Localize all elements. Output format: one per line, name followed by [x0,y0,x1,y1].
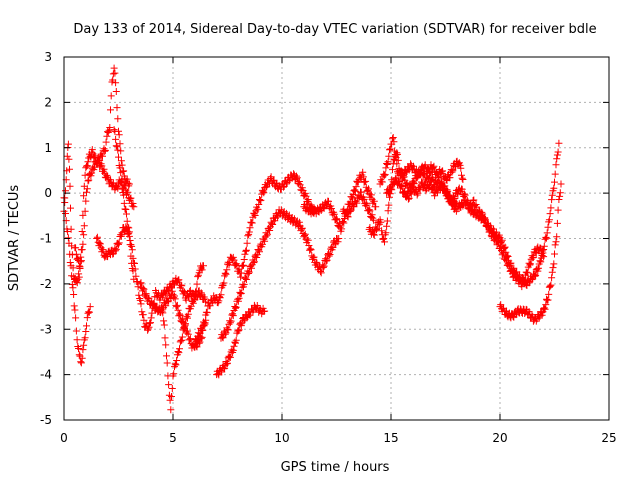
marker-path [191,170,319,351]
data-markers [60,64,565,414]
chart-title: Day 133 of 2014, Sidereal Day-to-day VTE… [73,22,596,37]
y-axis-label: SDTVAR / TECUs [7,185,22,292]
y-tick-label: 1 [44,141,52,155]
series-track-i [213,301,269,379]
y-tick-label: -2 [40,277,52,291]
marker-path [213,301,269,379]
marker-path [339,188,378,224]
y-tick-label: -3 [40,322,52,336]
series-track-q [496,180,565,325]
series-track-l [339,188,378,224]
x-tick-label: 20 [492,431,507,445]
series-track-n [376,134,467,188]
y-tick-label: 3 [44,50,52,64]
series-track-j [217,206,343,342]
x-tick-label: 25 [601,431,616,445]
series-track-a [60,64,133,287]
y-tick-label: -1 [40,232,52,246]
x-tick-label: 10 [274,431,289,445]
marker-path [442,187,548,291]
marker-path [376,134,467,188]
x-tick-label: 15 [383,431,398,445]
x-axis-label: GPS time / hours [281,460,390,475]
marker-path [217,206,343,342]
marker-path [136,279,210,352]
series-track-g [136,279,210,352]
y-tick-label: 0 [44,186,52,200]
y-tick-label: -4 [40,368,52,382]
marker-path [300,168,380,235]
marker-path [60,64,133,287]
series-track-h [191,170,319,351]
series-track-k [300,168,380,235]
y-tick-label: -5 [40,413,52,427]
x-tick-label: 0 [60,431,68,445]
y-tick-label: 2 [44,95,52,109]
series-track-p [442,187,548,291]
x-tick-label: 5 [169,431,177,445]
marker-path [496,180,565,325]
